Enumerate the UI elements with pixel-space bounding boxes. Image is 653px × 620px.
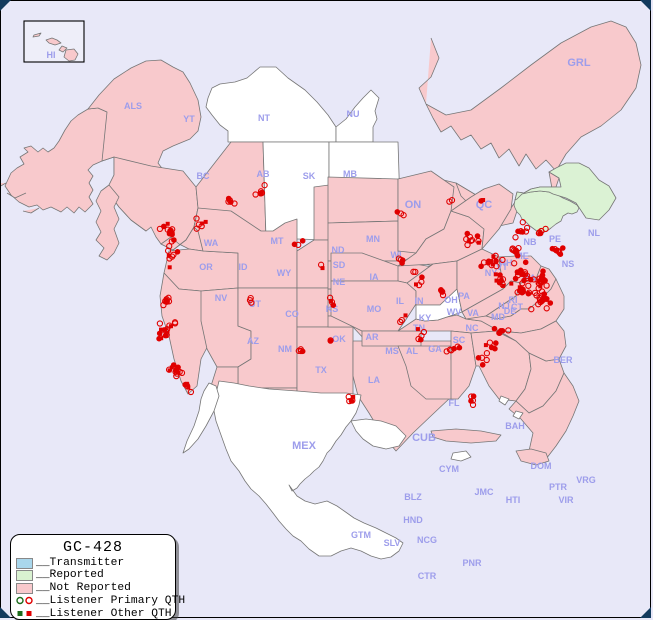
svg-text:AR: AR [366, 332, 379, 342]
svg-text:ND: ND [332, 245, 345, 255]
svg-text:VRG: VRG [576, 475, 596, 485]
svg-text:CO: CO [285, 309, 299, 319]
svg-text:BAH: BAH [505, 421, 525, 431]
svg-text:AZ: AZ [247, 336, 259, 346]
svg-text:ON: ON [405, 199, 422, 211]
svg-text:PA: PA [458, 291, 470, 301]
svg-text:IA: IA [370, 272, 380, 282]
svg-text:NCG: NCG [417, 535, 437, 545]
svg-text:BER: BER [553, 355, 573, 365]
svg-text:BC: BC [197, 171, 210, 181]
svg-text:MT: MT [271, 236, 284, 246]
svg-text:CUB: CUB [412, 432, 436, 444]
svg-text:GRL: GRL [567, 57, 591, 69]
svg-text:NL: NL [588, 228, 600, 238]
svg-text:GA: GA [428, 344, 442, 354]
svg-text:AB: AB [257, 169, 270, 179]
svg-text:PE: PE [549, 234, 561, 244]
svg-text:WV: WV [447, 307, 462, 317]
svg-text:ALS: ALS [124, 101, 142, 111]
svg-text:WA: WA [204, 238, 219, 248]
svg-text:SC: SC [453, 335, 466, 345]
svg-text:GTM: GTM [351, 530, 371, 540]
svg-text:BLZ: BLZ [404, 492, 422, 502]
svg-text:NC: NC [466, 323, 479, 333]
svg-text:KY: KY [419, 313, 432, 323]
svg-text:NS: NS [562, 259, 575, 269]
svg-text:JMC: JMC [474, 487, 494, 497]
svg-text:YT: YT [183, 114, 195, 124]
svg-text:SK: SK [303, 171, 316, 181]
svg-text:NT: NT [258, 113, 270, 123]
svg-text:NV: NV [215, 293, 228, 303]
svg-text:MN: MN [366, 234, 380, 244]
svg-text:PNR: PNR [462, 558, 482, 568]
svg-text:AL: AL [406, 346, 418, 356]
svg-text:NU: NU [347, 109, 360, 119]
svg-text:VIR: VIR [558, 495, 574, 505]
svg-text:SD: SD [333, 260, 346, 270]
svg-text:ID: ID [239, 262, 249, 272]
svg-text:FL: FL [449, 398, 460, 408]
svg-text:PTR: PTR [549, 482, 568, 492]
svg-text:HI: HI [47, 50, 56, 60]
svg-text:NE: NE [333, 277, 346, 287]
svg-text:MO: MO [367, 304, 382, 314]
svg-text:MEX: MEX [292, 440, 317, 452]
svg-text:MS: MS [385, 346, 399, 356]
svg-text:MB: MB [343, 169, 357, 179]
svg-text:CTR: CTR [418, 571, 437, 581]
svg-text:IN: IN [415, 296, 424, 306]
svg-text:SLV: SLV [384, 538, 401, 548]
svg-text:NH: NH [500, 258, 513, 268]
svg-text:LA: LA [368, 375, 380, 385]
svg-text:CYM: CYM [439, 464, 459, 474]
svg-text:IL: IL [396, 296, 405, 306]
svg-text:DE: DE [504, 306, 517, 316]
svg-text:WY: WY [277, 268, 292, 278]
svg-text:OK: OK [332, 334, 346, 344]
svg-text:MD: MD [491, 312, 505, 322]
svg-text:OR: OR [199, 262, 213, 272]
svg-text:TX: TX [315, 365, 327, 375]
svg-text:NM: NM [278, 344, 292, 354]
svg-text:NB: NB [524, 237, 537, 247]
svg-text:VA: VA [467, 308, 479, 318]
svg-text:OH: OH [444, 295, 458, 305]
svg-text:HND: HND [403, 515, 423, 525]
svg-text:HTI: HTI [506, 495, 521, 505]
svg-text:DOM: DOM [531, 461, 552, 471]
